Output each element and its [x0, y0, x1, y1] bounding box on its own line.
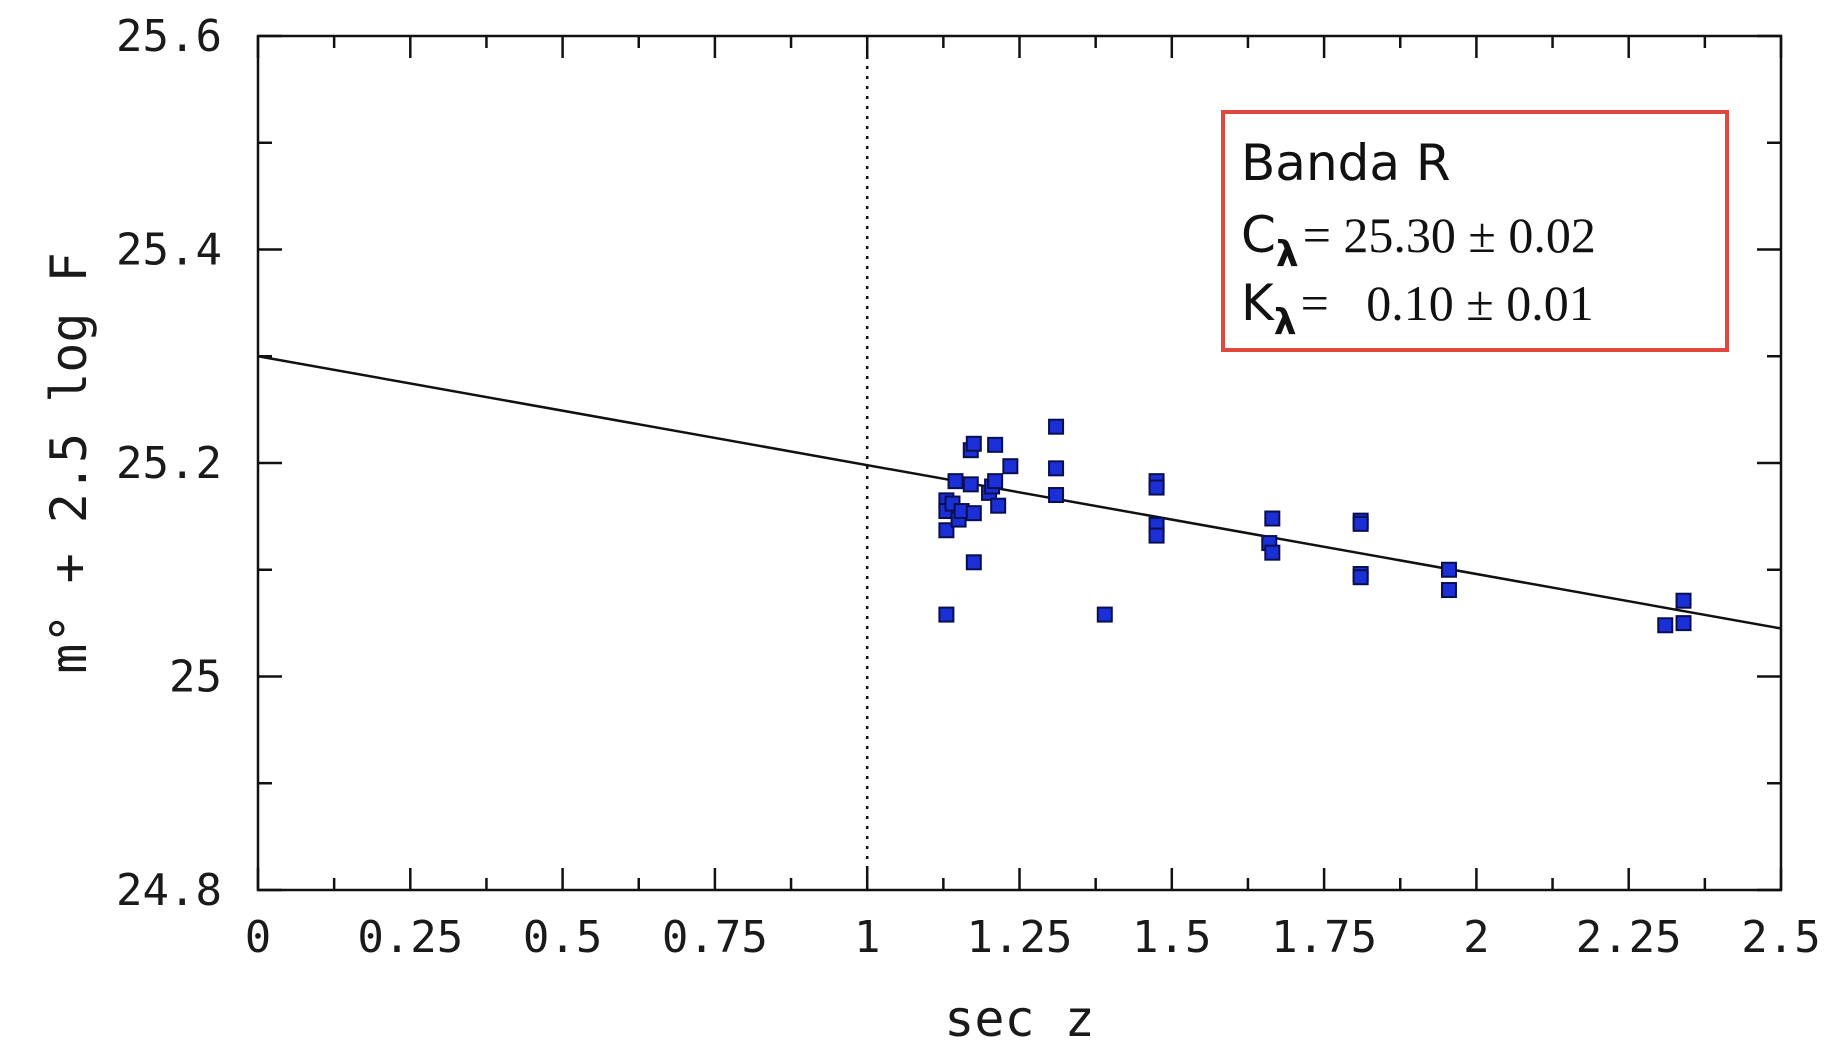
data-point [1096, 606, 1113, 623]
data-point [947, 473, 964, 490]
band-label: Banda R [1241, 134, 1451, 192]
y-tick-label: 25.4 [116, 225, 222, 276]
c-subscript: λ [1275, 234, 1299, 275]
data-point [1048, 460, 1065, 477]
plot-frame [256, 34, 1783, 892]
data-point [965, 435, 982, 452]
y-tick-label: 25.6 [116, 11, 222, 62]
x-tick-label: 0.75 [662, 912, 768, 963]
x-tick-label: 2.5 [1741, 912, 1820, 963]
data-point [1048, 418, 1065, 435]
data-point [1440, 582, 1457, 599]
data-point [1675, 592, 1692, 609]
x-tick-label: 0.5 [523, 912, 602, 963]
x-tick-label: 0.25 [357, 912, 463, 963]
data-point [965, 554, 982, 571]
k-subscript: λ [1273, 302, 1297, 343]
data-point [1048, 487, 1065, 504]
y-tick-label: 25 [169, 652, 222, 703]
fit-line [257, 355, 1782, 630]
fit-parameters-box: Banda R Cλ = 25.30 ± 0.02 Kλ = 0.10 ± 0.… [1221, 110, 1729, 352]
data-point [962, 476, 979, 493]
data-point [1352, 569, 1369, 586]
y-tick-label: 24.8 [116, 865, 222, 916]
data-point [938, 606, 955, 623]
y-tick-label: 25.2 [116, 438, 222, 489]
k-value: = 0.10 ± 0.01 [1300, 275, 1594, 331]
data-point [1675, 615, 1692, 632]
x-tick-label: 1 [854, 912, 881, 963]
y-axis-label: m° + 2.5 log F [40, 252, 98, 673]
data-point [1440, 561, 1457, 578]
c-value: = 25.30 ± 0.02 [1302, 207, 1596, 263]
x-tick-label: 1.75 [1271, 912, 1377, 963]
data-point [965, 505, 982, 522]
x-axis-label: sec z [944, 990, 1095, 1048]
data-point [987, 473, 1004, 490]
k-symbol: K [1241, 274, 1274, 332]
x-tick-label: 1.5 [1132, 912, 1211, 963]
data-point [1148, 479, 1165, 496]
data-point [1264, 544, 1281, 561]
data-points [938, 418, 1692, 634]
x-tick-label: 1.25 [967, 912, 1073, 963]
c-lambda-line: Cλ = 25.30 ± 0.02 [1241, 206, 1596, 275]
x-tick-label: 2 [1463, 912, 1490, 963]
data-point [1002, 458, 1019, 475]
data-point [938, 522, 955, 539]
data-point [990, 497, 1007, 514]
data-point [1148, 527, 1165, 544]
data-point [987, 436, 1004, 453]
k-lambda-line: Kλ = 0.10 ± 0.01 [1241, 274, 1594, 343]
data-point [1352, 515, 1369, 532]
x-tick-label: 2.25 [1576, 912, 1682, 963]
x-tick-label: 0 [245, 912, 272, 963]
c-symbol: C [1241, 206, 1276, 264]
data-point [1657, 617, 1674, 634]
data-point [1264, 510, 1281, 527]
